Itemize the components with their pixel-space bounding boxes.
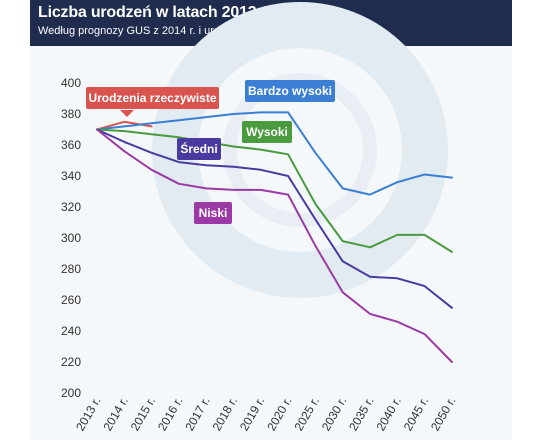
y-tick-label: 340 — [61, 169, 81, 183]
series-label: Wysoki — [242, 121, 292, 143]
y-tick-label: 260 — [61, 293, 81, 307]
x-tick-label: 2035 r. — [346, 395, 376, 434]
svg-text:Niski: Niski — [199, 206, 228, 220]
x-tick-label: 2017 r. — [182, 395, 212, 434]
series-label: Urodzenia rzeczywiste — [86, 87, 219, 117]
svg-text:Średni: Średni — [180, 141, 217, 156]
x-tick-label: 2040 r. — [373, 395, 403, 434]
left-margin — [0, 0, 30, 440]
series-line — [96, 111, 453, 196]
right-margin — [512, 0, 560, 440]
x-tick-label: 2019 r. — [237, 395, 267, 434]
y-tick-label: 220 — [61, 355, 81, 369]
y-tick-label: 200 — [61, 386, 81, 400]
chart-title: Liczba urodzeń w latach 2013-2050 — [38, 4, 297, 21]
y-tick-label: 240 — [61, 324, 81, 338]
x-tick-label: 2015 r. — [128, 395, 158, 434]
x-tick-label: 2045 r. — [401, 395, 431, 434]
y-tick-label: 380 — [61, 107, 81, 121]
series-line — [96, 128, 453, 253]
series-line — [96, 128, 453, 309]
x-tick-label: 2013 r. — [73, 395, 103, 434]
x-tick-label: 2020 r. — [264, 395, 294, 434]
svg-text:Wysoki: Wysoki — [246, 125, 288, 139]
y-tick-label: 400 — [61, 76, 81, 90]
y-tick-label: 320 — [61, 200, 81, 214]
series-label: Średni — [177, 138, 221, 160]
series-line — [96, 128, 453, 363]
svg-text:Urodzenia rzeczywiste: Urodzenia rzeczywiste — [88, 91, 216, 105]
x-tick-label: 2016 r. — [155, 395, 185, 434]
svg-text:Bardzo wysoki: Bardzo wysoki — [248, 84, 332, 98]
series-label: Niski — [194, 202, 232, 224]
series-label: Bardzo wysoki — [245, 80, 335, 102]
x-tick-label: 2050 r. — [428, 395, 458, 434]
y-tick-label: 360 — [61, 138, 81, 152]
x-tick-label: 2018 r. — [210, 395, 240, 434]
x-tick-label: 2014 r. — [100, 395, 130, 434]
y-tick-label: 280 — [61, 262, 81, 276]
x-tick-label: 2025 r. — [292, 395, 322, 434]
x-tick-label: 2030 r. — [319, 395, 349, 434]
y-tick-label: 300 — [61, 231, 81, 245]
